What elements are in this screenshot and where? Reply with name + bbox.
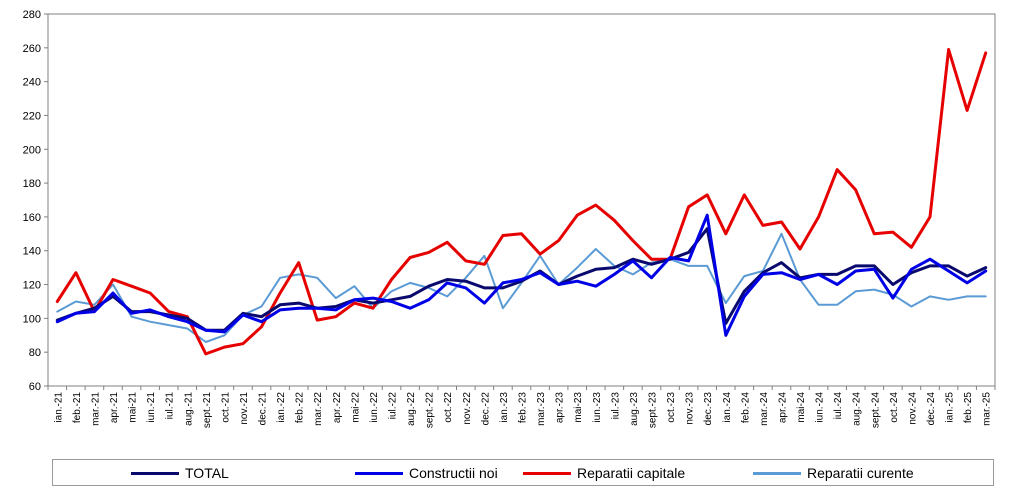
series-line-reparatii-curente bbox=[56, 232, 987, 343]
y-tick-label: 280 bbox=[23, 9, 41, 21]
x-tick-label: mar.-21 bbox=[90, 392, 101, 426]
legend-label-reparatii-capitale: Reparatii capitale bbox=[577, 465, 686, 481]
x-axis: ian.-21 feb.-21 mar.-21 apr.-21 mai-21 iun.-2… bbox=[47, 386, 996, 429]
x-tick-label: oct.-22 bbox=[443, 392, 454, 423]
x-tick-label: ian.-23 bbox=[499, 392, 510, 423]
x-tick-label: iul.-23 bbox=[610, 392, 621, 420]
series-lines bbox=[55, 48, 988, 356]
legend-item-constructii-noi: Constructii noi bbox=[355, 464, 498, 482]
x-tick-label: nov.-22 bbox=[462, 392, 473, 425]
x-tick-label: nov.-21 bbox=[239, 392, 250, 425]
series-line-constructii-noi bbox=[55, 213, 988, 337]
x-tick-label: mar.-23 bbox=[536, 392, 547, 426]
series-line-reparatii-capitale bbox=[55, 48, 988, 356]
legend-label-constructii-noi: Constructii noi bbox=[409, 465, 498, 481]
x-tick-label: aug.-22 bbox=[406, 392, 417, 426]
y-tick-label: 240 bbox=[23, 77, 41, 89]
x-tick-label: feb.-24 bbox=[740, 392, 751, 424]
x-tick-label: feb.-22 bbox=[295, 392, 306, 424]
x-tick-label: ian.-21 bbox=[53, 392, 64, 423]
x-tick-label: aug.-23 bbox=[629, 392, 640, 426]
legend-label-reparatii-curente: Reparatii curente bbox=[807, 465, 914, 481]
x-tick-label: mai-22 bbox=[350, 392, 361, 423]
x-tick-label: iun.-24 bbox=[815, 392, 826, 423]
legend-label-total: TOTAL bbox=[185, 465, 229, 481]
y-tick-label: 160 bbox=[23, 212, 41, 224]
legend-swatch-reparatii-curente bbox=[753, 471, 801, 475]
x-tick-label: apr.-21 bbox=[109, 392, 120, 424]
x-tick-label: feb.-21 bbox=[72, 392, 83, 424]
line-chart: 60 80 100 120 140 160 180 200 220 240 260 280 ian.-… bbox=[23, 9, 996, 429]
x-tick-label: mar.-25 bbox=[982, 392, 993, 426]
plot-border bbox=[47, 13, 996, 387]
legend-item-reparatii-curente: Reparatii curente bbox=[753, 464, 914, 482]
y-tick-label: 60 bbox=[29, 381, 41, 393]
x-tick-label: iun.-22 bbox=[369, 392, 380, 423]
legend-swatch-constructii-noi bbox=[355, 471, 403, 475]
x-tick-label: feb.-25 bbox=[963, 392, 974, 424]
x-tick-label: dec.-21 bbox=[258, 392, 269, 426]
y-tick-label: 100 bbox=[23, 313, 41, 325]
x-tick-label: nov.-23 bbox=[685, 392, 696, 425]
x-tick-label: iun.-23 bbox=[592, 392, 603, 423]
x-tick-label: iun.-21 bbox=[146, 392, 157, 423]
y-tick-label: 180 bbox=[23, 178, 41, 190]
y-tick-label: 140 bbox=[23, 246, 41, 258]
y-tick-label: 260 bbox=[23, 43, 41, 55]
x-tick-label: sept.-22 bbox=[425, 392, 436, 429]
x-tick-label: apr.-22 bbox=[332, 392, 343, 424]
x-tick-label: mar.-24 bbox=[759, 392, 770, 426]
legend: TOTAL Constructii noi Reparatii capitale… bbox=[52, 459, 994, 486]
x-tick-label: oct.-21 bbox=[220, 392, 231, 423]
x-tick-label: iul.-21 bbox=[165, 392, 176, 420]
x-tick-label: mai-24 bbox=[796, 392, 807, 423]
y-tick-label: 120 bbox=[23, 280, 41, 292]
x-tick-label: sept.-21 bbox=[202, 392, 213, 429]
x-tick-label: aug.-21 bbox=[183, 392, 194, 426]
y-tick-label: 80 bbox=[29, 347, 41, 359]
x-tick-label: apr.-23 bbox=[555, 392, 566, 424]
x-tick-label: ian.-25 bbox=[945, 392, 956, 423]
x-tick-label: mar.-22 bbox=[313, 392, 324, 426]
legend-item-reparatii-capitale: Reparatii capitale bbox=[523, 464, 685, 482]
y-axis: 60 80 100 120 140 160 180 200 220 240 260 280 bbox=[23, 9, 48, 393]
x-tick-label: sept.-23 bbox=[647, 392, 658, 429]
x-tick-label: dec.-23 bbox=[703, 392, 714, 426]
x-tick-label: sept.-24 bbox=[870, 392, 881, 429]
x-tick-label: iul.-24 bbox=[833, 392, 844, 420]
x-tick-label: oct.-24 bbox=[889, 392, 900, 423]
x-tick-label: feb.-23 bbox=[518, 392, 529, 424]
x-tick-label: aug.-24 bbox=[852, 392, 863, 426]
x-tick-label: dec.-22 bbox=[480, 392, 491, 426]
legend-swatch-reparatii-capitale bbox=[523, 471, 571, 475]
legend-item-total: TOTAL bbox=[131, 464, 229, 482]
x-tick-label: oct.-23 bbox=[666, 392, 677, 423]
x-tick-label: ian.-22 bbox=[276, 392, 287, 423]
x-tick-label: mai-23 bbox=[573, 392, 584, 423]
x-tick-label: ian.-24 bbox=[722, 392, 733, 423]
plot-area bbox=[47, 13, 996, 387]
y-tick-label: 200 bbox=[23, 144, 41, 156]
x-tick-label: nov.-24 bbox=[907, 392, 918, 425]
x-tick-label: dec.-24 bbox=[926, 392, 937, 426]
x-tick-label: iul.-22 bbox=[388, 392, 399, 420]
y-tick-label: 220 bbox=[23, 110, 41, 122]
x-tick-label: mai-21 bbox=[128, 392, 139, 423]
legend-swatch-total bbox=[131, 471, 179, 475]
x-tick-label: apr.-24 bbox=[777, 392, 788, 424]
